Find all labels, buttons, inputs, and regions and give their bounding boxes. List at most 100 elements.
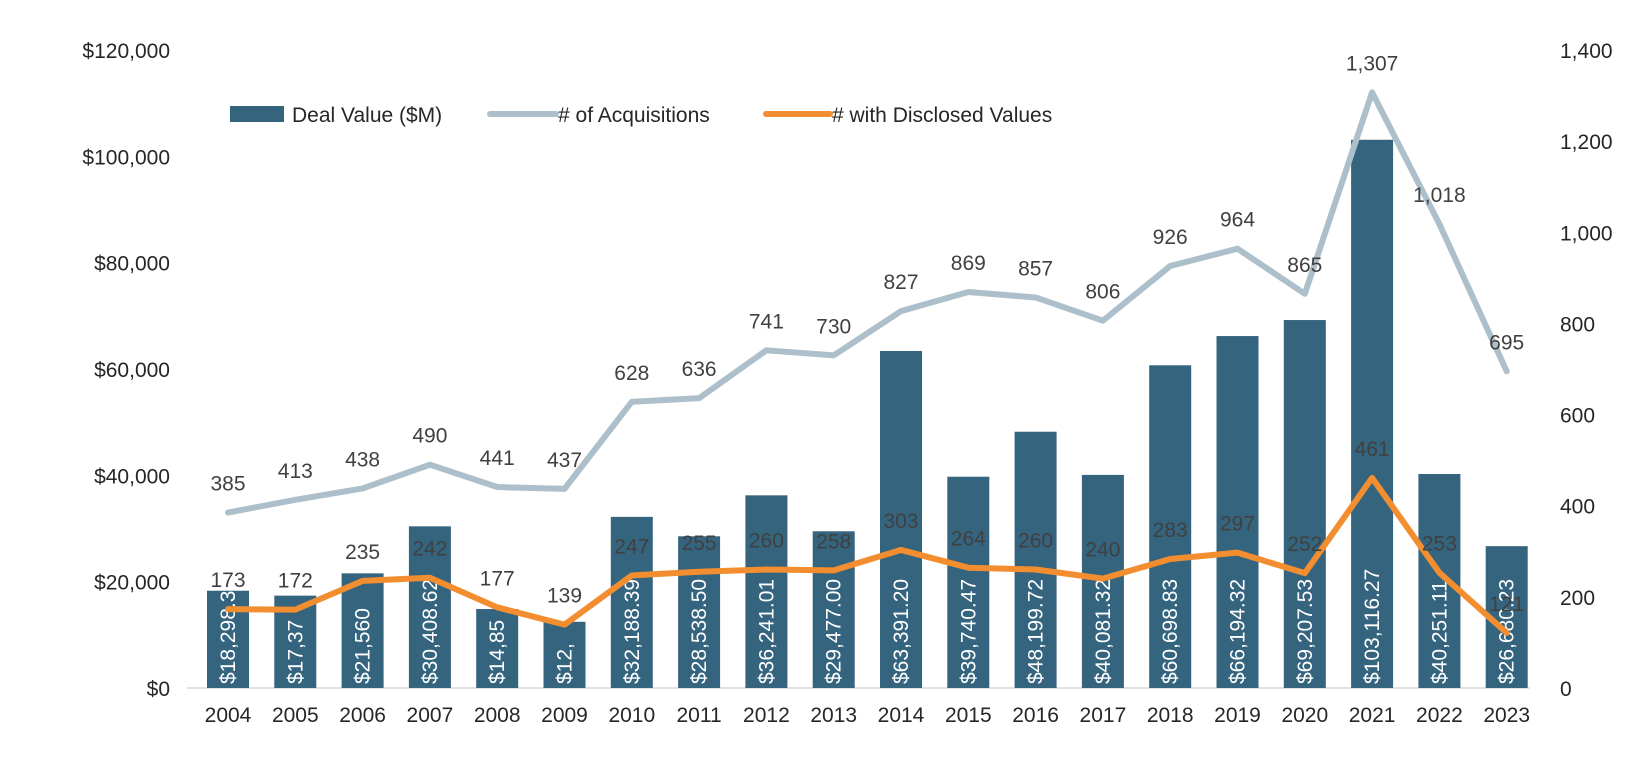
bar-value-label: $32,188.39 bbox=[621, 579, 644, 684]
disclosed-value-label: 303 bbox=[883, 510, 918, 533]
bar bbox=[476, 609, 519, 688]
disclosed-value-label: 235 bbox=[345, 541, 380, 564]
bar bbox=[745, 495, 788, 688]
legend-swatch-deal-value bbox=[230, 106, 284, 122]
acquisitions-value-label: 741 bbox=[749, 310, 784, 333]
bar bbox=[947, 476, 990, 688]
bar-value-label: $30,408.62 bbox=[419, 579, 442, 684]
disclosed-value-label: 260 bbox=[749, 530, 784, 553]
left-axis-tick: $0 bbox=[147, 678, 170, 701]
bar-value-label: $17,37 bbox=[284, 620, 307, 684]
disclosed-value-label: 283 bbox=[1153, 519, 1188, 542]
bar bbox=[341, 573, 384, 688]
bar-value-label: $69,207.53 bbox=[1294, 579, 1317, 684]
x-axis-ticks: 2004 2005 2006 2007 2008 2009 2010 2011 2012 2013… bbox=[205, 704, 1530, 727]
acquisitions-value-label: 695 bbox=[1489, 331, 1524, 354]
x-axis-tick: 2019 bbox=[1214, 704, 1261, 727]
bar bbox=[880, 350, 922, 688]
left-axis-tick: $60,000 bbox=[94, 359, 170, 382]
acquisitions-value-label: 413 bbox=[278, 460, 313, 483]
disclosed-value-label: 173 bbox=[210, 569, 245, 592]
acquisitions-value-label: 636 bbox=[682, 358, 717, 381]
left-axis-tick: $120,000 bbox=[82, 40, 170, 63]
bar bbox=[1283, 320, 1326, 688]
left-axis-tick: $20,000 bbox=[94, 572, 170, 595]
bar-value-label: $66,194.32 bbox=[1227, 579, 1250, 684]
x-axis-tick: 2022 bbox=[1416, 704, 1463, 727]
bar-value-label: $18,298.31 bbox=[217, 579, 240, 684]
x-axis-tick: 2020 bbox=[1281, 704, 1328, 727]
bar bbox=[610, 516, 653, 688]
acquisitions-value-label: 806 bbox=[1085, 281, 1120, 304]
bar-value-label: $63,391.20 bbox=[890, 579, 913, 684]
acquisitions-value-label: 730 bbox=[816, 315, 851, 338]
bar bbox=[1014, 431, 1057, 688]
bar bbox=[1216, 336, 1259, 688]
left-axis: $0 $20,000 $40,000 $60,000 $80,000 $100,000 $1… bbox=[82, 40, 170, 701]
bar-value-label: $40,081.32 bbox=[1092, 579, 1115, 684]
acquisitions-value-label: 628 bbox=[614, 362, 649, 385]
x-axis-tick: 2017 bbox=[1080, 704, 1127, 727]
bar bbox=[678, 536, 721, 688]
disclosed-line bbox=[225, 474, 1510, 636]
acquisitions-value-label: 926 bbox=[1153, 226, 1188, 249]
acquisitions-line bbox=[225, 89, 1510, 516]
x-axis-tick: 2018 bbox=[1147, 704, 1194, 727]
disclosed-value-label: 242 bbox=[412, 538, 447, 561]
acquisitions-value-label: 385 bbox=[210, 473, 245, 496]
deal-value-labels: $18,298.31 $17,37 $21,560 $30,408.62 $14,85 $… bbox=[217, 569, 1519, 684]
disclosed-value-label: 297 bbox=[1220, 513, 1255, 536]
x-axis-tick: 2021 bbox=[1349, 704, 1396, 727]
bar-value-label: $28,538.50 bbox=[688, 579, 711, 684]
bar-value-label: $29,477.00 bbox=[823, 579, 846, 684]
series-lines bbox=[225, 89, 1510, 636]
left-axis-tick: $40,000 bbox=[94, 465, 170, 488]
right-axis-tick: 1,000 bbox=[1560, 222, 1613, 245]
acquisitions-value-label: 441 bbox=[480, 447, 515, 470]
x-axis-tick: 2014 bbox=[878, 704, 925, 727]
acquisitions-value-label: 437 bbox=[547, 449, 582, 472]
x-axis-tick: 2012 bbox=[743, 704, 790, 727]
acquisitions-value-label: 869 bbox=[951, 252, 986, 275]
acquisitions-value-label: 857 bbox=[1018, 257, 1053, 280]
x-axis-tick: 2023 bbox=[1483, 704, 1530, 727]
disclosed-value-label: 240 bbox=[1085, 539, 1120, 562]
line-labels: 385 413 438 490 441 437 628 636 741 730 827 869 857 8… bbox=[210, 52, 1524, 615]
bar-value-label: $36,241.01 bbox=[755, 579, 778, 684]
acquisitions-value-label: 827 bbox=[883, 271, 918, 294]
bar-value-label: $60,698.83 bbox=[1159, 579, 1182, 684]
x-axis-tick: 2007 bbox=[407, 704, 454, 727]
x-axis-tick: 2008 bbox=[474, 704, 521, 727]
left-axis-tick: $100,000 bbox=[82, 146, 170, 169]
disclosed-value-label: 121 bbox=[1489, 593, 1524, 616]
bar-value-label: $40,251.11 bbox=[1428, 580, 1451, 684]
disclosed-value-label: 258 bbox=[816, 530, 851, 553]
bar bbox=[1149, 365, 1192, 688]
bar bbox=[408, 526, 451, 688]
x-axis-tick: 2011 bbox=[677, 704, 722, 727]
bar bbox=[1418, 473, 1461, 688]
right-axis-tick: 400 bbox=[1560, 496, 1595, 519]
x-axis-tick: 2013 bbox=[810, 704, 857, 727]
legend-label-deal-value: Deal Value ($M) bbox=[292, 104, 442, 127]
bar-value-label: $48,199.72 bbox=[1025, 579, 1048, 684]
bar bbox=[543, 621, 586, 688]
deal-value-bars bbox=[207, 139, 1528, 689]
disclosed-value-label: 264 bbox=[951, 528, 986, 551]
disclosed-value-label: 177 bbox=[480, 567, 515, 590]
right-axis-tick: 1,400 bbox=[1560, 40, 1613, 63]
x-axis-tick: 2004 bbox=[205, 704, 252, 727]
right-axis-tick: 1,200 bbox=[1560, 131, 1613, 154]
bar-value-label: $14,85 bbox=[486, 620, 509, 684]
bar-value-label: $39,740.47 bbox=[957, 579, 980, 684]
acquisitions-value-label: 438 bbox=[345, 448, 380, 471]
right-axis: 0 200 400 600 800 1,000 1,200 1,400 bbox=[1560, 40, 1613, 701]
x-axis-tick: 2015 bbox=[945, 704, 992, 727]
x-axis-tick: 2005 bbox=[272, 704, 319, 727]
x-axis-tick: 2016 bbox=[1012, 704, 1059, 727]
disclosed-value-label: 252 bbox=[1287, 533, 1322, 556]
right-axis-tick: 600 bbox=[1560, 405, 1595, 428]
disclosed-value-label: 139 bbox=[547, 585, 582, 608]
bar-value-label: $103,116.27 bbox=[1361, 569, 1384, 684]
